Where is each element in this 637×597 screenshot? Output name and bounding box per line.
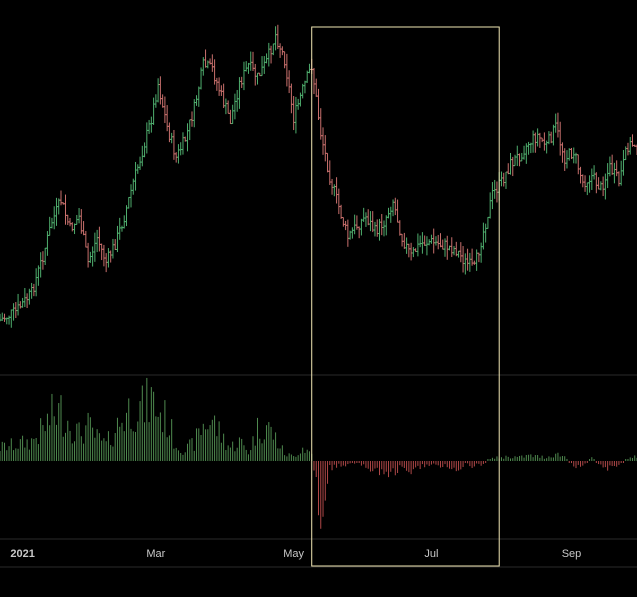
time-axis-tick-label: Sep: [562, 548, 582, 560]
time-axis-tick-label: May: [283, 548, 304, 560]
time-axis-tick-label: Mar: [146, 548, 165, 560]
time-axis-tick-label: Jul: [424, 548, 438, 560]
time-axis-tick-label: 2021: [10, 548, 34, 560]
